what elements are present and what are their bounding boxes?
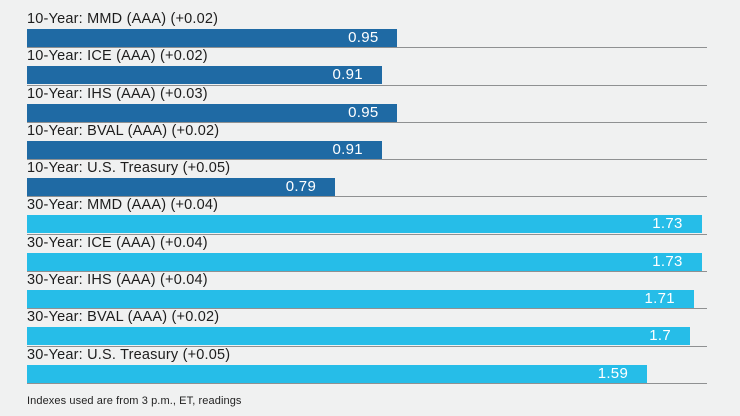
chart-row: 30-Year: MMD (AAA) (+0.04) 1.73 [27,197,707,235]
bar-value: 1.73 [652,215,683,233]
bar: 0.95 [27,29,398,47]
bar-value: 1.73 [652,252,683,270]
chart-row: 10-Year: BVAL (AAA) (+0.02) 0.91 [27,122,707,161]
chart-row: 30-Year: BVAL (AAA) (+0.02) 1.7 [27,309,707,347]
yield-bar-chart: 10-Year: MMD (AAA) (+0.02) 0.95 10-Year:… [27,11,707,384]
bar-label: 30-Year: ICE (AAA) (+0.04) [27,234,208,251]
bar-value: 1.59 [597,364,629,382]
bar-label: 30-Year: MMD (AAA) (+0.04) [27,197,219,214]
bar: 1.59 [27,364,648,383]
chart-row: 30-Year: IHS (AAA) (+0.04) 1.71 [27,272,707,310]
bar-label: 10-Year: MMD (AAA) (+0.02) [27,11,219,27]
bar-value: 0.91 [332,66,363,84]
bar: 0.91 [27,140,382,159]
chart-footnote: Indexes used are from 3 p.m., ET, readin… [27,395,242,407]
bar-label: 10-Year: IHS (AAA) (+0.03) [27,85,208,102]
chart-row: 10-Year: U.S. Treasury (+0.05) 0.79 [27,160,707,198]
bar-value: 1.7 [649,327,671,345]
bar-value: 0.91 [332,140,363,158]
bar-label: 10-Year: ICE (AAA) (+0.02) [27,48,208,65]
bar-value: 0.95 [348,29,379,46]
bar: 0.91 [27,66,382,85]
bar-label: 30-Year: IHS (AAA) (+0.04) [27,272,208,289]
chart-rows: 10-Year: MMD (AAA) (+0.02) 0.95 10-Year:… [27,11,707,384]
bar-value: 0.95 [348,103,379,121]
bar-value: 1.71 [644,290,675,308]
chart-row: 10-Year: MMD (AAA) (+0.02) 0.95 [27,11,707,49]
bar-label: 30-Year: BVAL (AAA) (+0.02) [27,309,220,326]
bar: 0.79 [27,178,336,197]
bar-value: 0.79 [285,178,317,196]
bar: 1.7 [27,327,690,346]
bar-label: 10-Year: U.S. Treasury (+0.05) [27,160,231,177]
chart-row: 10-Year: ICE (AAA) (+0.02) 0.91 [27,48,707,86]
bar: 1.73 [27,215,702,234]
chart-row: 10-Year: IHS (AAA) (+0.03) 0.95 [27,86,707,123]
bar-label: 30-Year: U.S. Treasury (+0.05) [27,346,231,363]
bar: 1.71 [27,290,694,309]
chart-row: 30-Year: ICE (AAA) (+0.04) 1.73 [27,234,707,273]
bar-label: 10-Year: BVAL (AAA) (+0.02) [27,122,220,139]
bar: 1.73 [27,252,702,271]
chart-row: 30-Year: U.S. Treasury (+0.05) 1.59 [27,347,707,384]
bar: 0.95 [27,103,398,122]
